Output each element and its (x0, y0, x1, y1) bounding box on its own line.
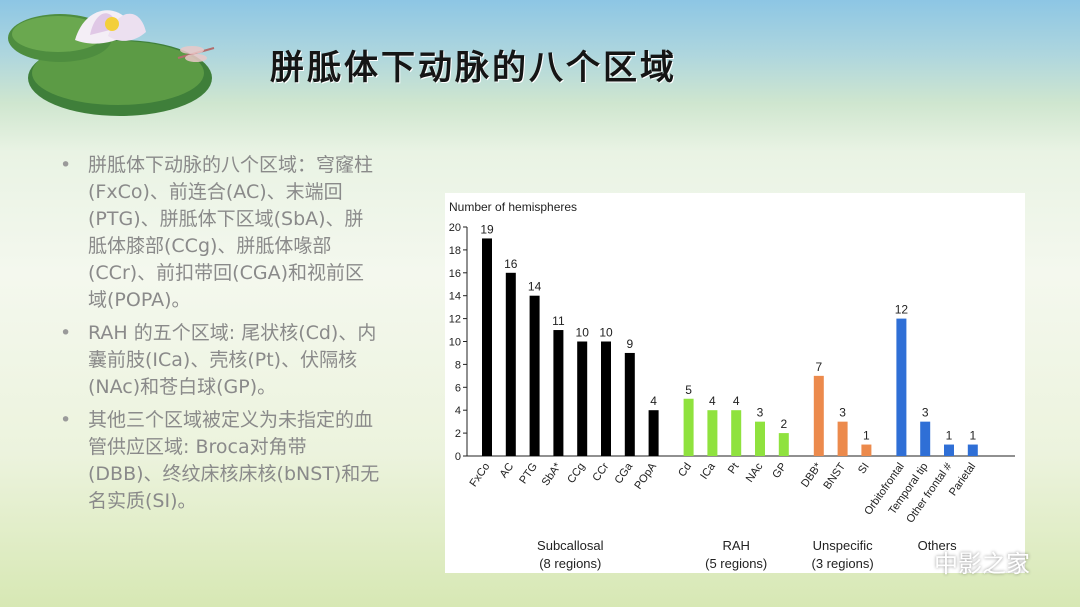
bar (967, 444, 978, 456)
x-tick-label: Pt (726, 461, 742, 476)
bullet-item: • RAH 的五个区域: 尾状核(Cd)、内囊前肢(ICa)、壳核(Pt)、伏隔核… (60, 320, 380, 401)
bar (731, 410, 742, 456)
y-tick-label: 14 (449, 291, 461, 303)
group-label: RAH (722, 538, 749, 553)
group-label: Unspecific (813, 538, 873, 553)
bar (707, 410, 718, 456)
x-tick-label: ICa (698, 460, 718, 482)
group-sublabel: (8 regions) (539, 556, 601, 571)
bar (813, 375, 824, 456)
x-tick-label: AC (498, 461, 517, 480)
bar (683, 398, 694, 456)
data-label: 14 (528, 280, 542, 294)
x-tick-label: NAc (744, 460, 766, 484)
data-label: 3 (757, 406, 764, 420)
data-label: 11 (552, 314, 565, 328)
bullet-marker: • (60, 322, 72, 344)
y-tick-label: 10 (449, 337, 461, 349)
bullet-item: • 其他三个区域被定义为未指定的血管供应区域: Broca对角带(DBB)、终纹床… (60, 407, 380, 515)
lotus-decoration-icon (8, 10, 215, 116)
y-tick-label: 16 (449, 268, 461, 280)
chart-panel: Number of hemispheres 0 2 4 6 8 10 12 14 16 18 20 19… (445, 193, 1025, 573)
y-tick-label: 20 (449, 222, 461, 234)
data-label: 7 (815, 360, 822, 374)
bullet-marker: • (60, 409, 72, 431)
data-label: 16 (504, 257, 518, 271)
x-tick-label: SI (856, 461, 872, 476)
data-label: 12 (895, 303, 909, 317)
bullet-marker: • (60, 154, 72, 176)
data-label: 1 (863, 429, 870, 443)
bar (529, 295, 540, 456)
bullet-text: 胼胝体下动脉的八个区域：穹窿柱(FxCo)、前连合(AC)、末端回(PTG)、胼… (88, 154, 374, 311)
group-label: Subcallosal (537, 538, 604, 553)
x-tick-label: PTG (517, 461, 540, 486)
watermark: 中影之家 (898, 543, 1030, 579)
bar (624, 352, 635, 456)
x-tick-label: Cd (676, 461, 694, 479)
data-label: 10 (599, 326, 613, 340)
bar (577, 341, 588, 456)
bar (601, 341, 611, 456)
bar (861, 444, 872, 456)
data-label: 19 (480, 222, 494, 236)
data-label: 1 (969, 429, 976, 443)
x-tick-label: GP (770, 461, 789, 481)
bullet-list: • 胼胝体下动脉的八个区域：穹窿柱(FxCo)、前连合(AC)、末端回(PTG)、… (60, 152, 380, 521)
x-tick-label: SbA* (540, 460, 565, 488)
group-sublabel: (5 regions) (705, 556, 767, 571)
y-tick-label: 12 (449, 314, 461, 326)
data-label: 2 (780, 417, 787, 431)
x-tick-label: CCr (590, 461, 611, 484)
bar (755, 421, 765, 456)
bar (553, 330, 564, 456)
bullet-text: RAH 的五个区域: 尾状核(Cd)、内囊前肢(ICa)、壳核(Pt)、伏隔核(… (88, 322, 377, 398)
x-tick-label: CCg (565, 461, 587, 486)
data-label: 4 (650, 394, 657, 408)
bar (896, 318, 907, 456)
data-label: 3 (922, 406, 929, 420)
data-label: 1 (946, 429, 953, 443)
bullet-text: 其他三个区域被定义为未指定的血管供应区域: Broca对角带(DBB)、终纹床核… (88, 409, 380, 512)
y-tick-label: 8 (455, 359, 461, 371)
y-tick-label: 18 (449, 245, 461, 257)
bar (505, 272, 516, 456)
data-label: 10 (576, 326, 590, 340)
x-tick-label: FxCo (468, 461, 493, 489)
data-label: 4 (709, 394, 716, 408)
x-tick-label: BNST (821, 461, 848, 492)
x-tick-label: POpA (632, 460, 659, 491)
x-tick-label: CGa (612, 460, 635, 486)
group-sublabel: (3 regions) (812, 556, 874, 571)
bullet-item: • 胼胝体下动脉的八个区域：穹窿柱(FxCo)、前连合(AC)、末端回(PTG)、… (60, 152, 380, 314)
bar (837, 421, 848, 456)
bar (482, 238, 492, 456)
bar (648, 410, 659, 456)
data-label: 5 (685, 383, 692, 397)
y-axis-title: Number of hemispheres (449, 200, 577, 214)
y-tick-label: 0 (455, 451, 461, 463)
page-title: 胼胝体下动脉的八个区域 (270, 48, 677, 88)
bar (944, 444, 954, 456)
data-label: 3 (839, 406, 846, 420)
y-tick-label: 4 (455, 405, 461, 417)
data-label: 4 (733, 394, 740, 408)
bar (778, 433, 789, 456)
wechat-icon (899, 550, 926, 572)
y-tick-label: 2 (455, 428, 461, 440)
bar (920, 421, 931, 456)
group-label: Others (918, 538, 958, 553)
data-label: 9 (626, 337, 633, 351)
y-tick-label: 6 (455, 382, 461, 394)
watermark-text: 中影之家 (934, 549, 1030, 578)
